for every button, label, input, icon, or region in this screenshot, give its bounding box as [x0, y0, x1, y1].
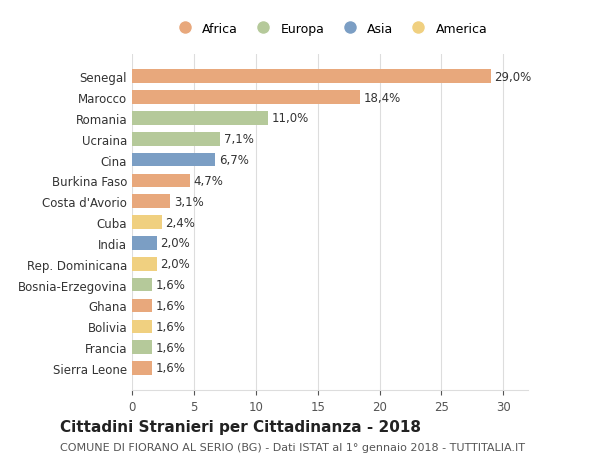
Text: 2,4%: 2,4% — [166, 216, 195, 229]
Bar — [132, 195, 170, 208]
Text: COMUNE DI FIORANO AL SERIO (BG) - Dati ISTAT al 1° gennaio 2018 - TUTTITALIA.IT: COMUNE DI FIORANO AL SERIO (BG) - Dati I… — [60, 442, 525, 452]
Bar — [132, 237, 157, 250]
Text: 1,6%: 1,6% — [155, 279, 185, 291]
Text: 29,0%: 29,0% — [494, 71, 532, 84]
Text: 4,7%: 4,7% — [194, 174, 224, 188]
Text: 2,0%: 2,0% — [160, 257, 190, 271]
Text: 18,4%: 18,4% — [364, 91, 401, 104]
Bar — [132, 361, 152, 375]
Legend: Africa, Europa, Asia, America: Africa, Europa, Asia, America — [167, 18, 493, 41]
Text: 6,7%: 6,7% — [218, 154, 248, 167]
Bar — [132, 278, 152, 292]
Text: 3,1%: 3,1% — [174, 196, 204, 208]
Text: 1,6%: 1,6% — [155, 341, 185, 354]
Text: 1,6%: 1,6% — [155, 362, 185, 375]
Bar — [132, 91, 360, 105]
Text: 2,0%: 2,0% — [160, 237, 190, 250]
Bar — [132, 257, 157, 271]
Bar — [132, 112, 268, 125]
Text: 7,1%: 7,1% — [224, 133, 253, 146]
Text: Cittadini Stranieri per Cittadinanza - 2018: Cittadini Stranieri per Cittadinanza - 2… — [60, 420, 421, 435]
Bar — [132, 133, 220, 146]
Bar — [132, 320, 152, 333]
Text: 11,0%: 11,0% — [272, 112, 309, 125]
Bar — [132, 153, 215, 167]
Bar — [132, 216, 162, 230]
Bar — [132, 174, 190, 188]
Text: 1,6%: 1,6% — [155, 299, 185, 312]
Text: 1,6%: 1,6% — [155, 320, 185, 333]
Bar — [132, 299, 152, 313]
Bar — [132, 341, 152, 354]
Bar — [132, 70, 491, 84]
